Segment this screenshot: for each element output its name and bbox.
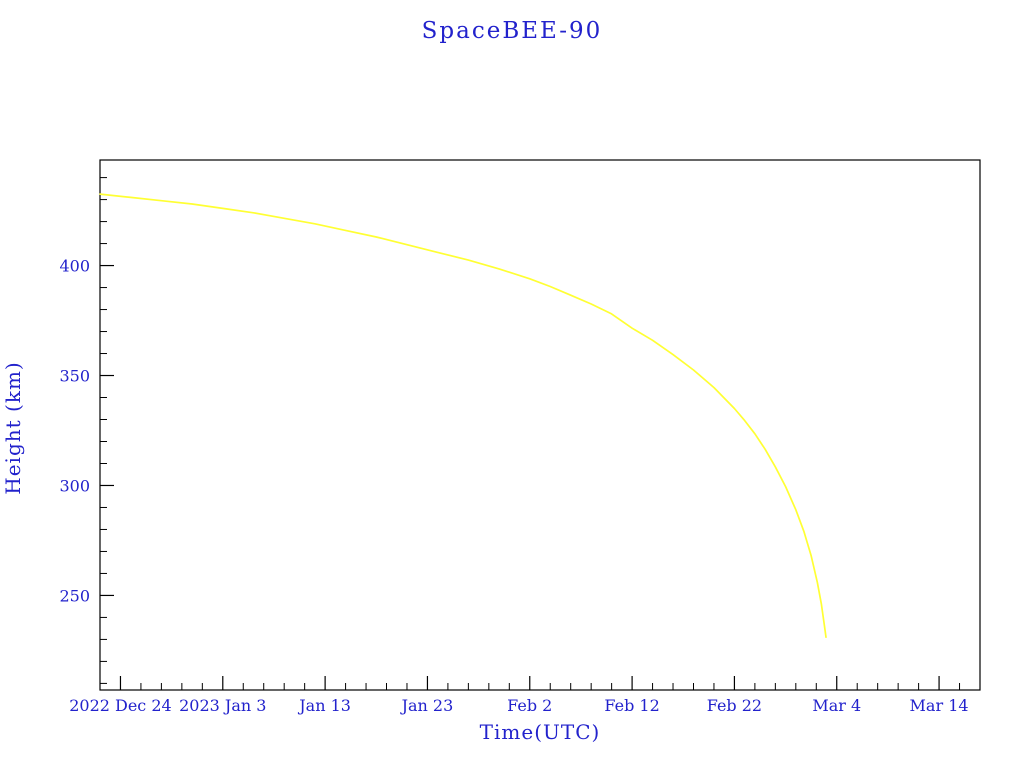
y-tick-label: 300: [59, 476, 90, 495]
decay-line: [99, 193, 827, 639]
x-tick-label: Feb 2: [507, 696, 552, 715]
x-tick-label: Mar 4: [812, 696, 861, 715]
y-tick-label: 400: [59, 257, 90, 276]
x-axis-label: Time(UTC): [480, 720, 601, 744]
x-tick-label: Jan 13: [297, 696, 351, 715]
axes: [99, 159, 981, 691]
x-tick-label: 2023 Jan 3: [179, 696, 266, 715]
x-tick-label: Feb 22: [707, 696, 762, 715]
x-tick-label: Mar 14: [910, 696, 969, 715]
x-tick-label: 2022 Dec 24: [69, 696, 172, 715]
chart-title: SpaceBEE-90: [422, 18, 603, 44]
y-tick-label: 250: [59, 586, 90, 605]
height-curve: [99, 193, 827, 639]
y-axis-label: Height (km): [1, 361, 25, 494]
y-tick-label: 350: [59, 367, 90, 386]
x-tick-label: Feb 12: [604, 696, 659, 715]
tick-labels: 2022 Dec 24 2023 Jan 3 Jan 13 Jan 23 Feb 2 Fe…: [59, 257, 968, 715]
x-tick-label: Jan 23: [400, 696, 454, 715]
